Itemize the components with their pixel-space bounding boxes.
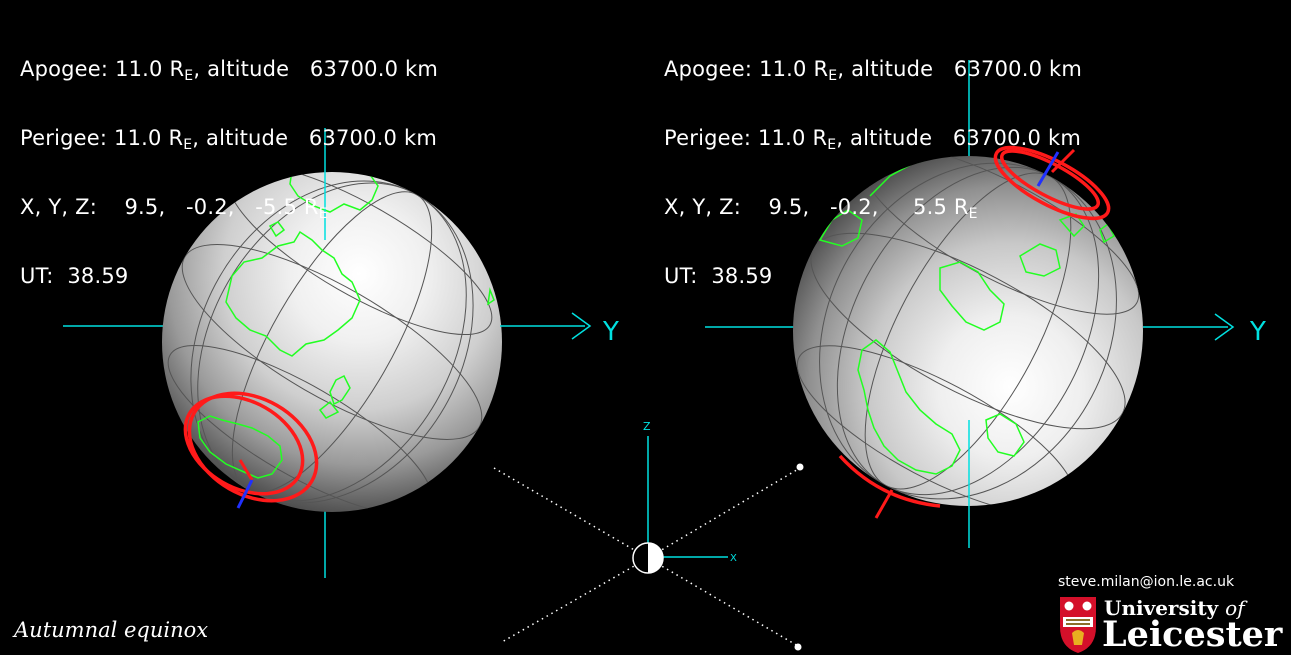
earth-sphere-right	[793, 156, 1143, 506]
day-night-indicator-icon	[632, 542, 664, 574]
field-line-right-blue-top	[1036, 151, 1060, 187]
y-axis-label-right: Y	[1249, 317, 1266, 347]
sat-marker-lower	[794, 643, 802, 651]
z-axis-label-small: Z	[643, 420, 651, 433]
xyz-line-right: X, Y, Z: 9.5, -0.2, 5.5 RE	[664, 195, 978, 222]
coastlines-left	[197, 172, 495, 479]
xyz-line-left: X, Y, Z: 9.5, -0.2, -5.5 RE	[20, 195, 328, 222]
field-line-left-blue	[236, 479, 254, 509]
author-email: steve.milan@ion.le.ac.uk	[1058, 574, 1235, 590]
globe-right: Y	[705, 60, 1266, 548]
x-axis-label-small: X	[730, 553, 737, 564]
logo-university-text: University of	[1104, 596, 1245, 620]
orbit-readout-left: Apogee: 11.0 RE, altitude 63700.0 km Per…	[20, 12, 438, 311]
orbit-readout-right: Apogee: 11.0 RE, altitude 63700.0 km Per…	[664, 12, 1082, 311]
field-line-right-red-bottom	[874, 489, 894, 519]
sat-marker-upper	[796, 463, 804, 471]
university-crest-icon	[1060, 597, 1096, 653]
perigee-line-right: Perigee: 11.0 RE, altitude 63700.0 km	[664, 126, 1081, 153]
dotted-line-upper-right	[647, 467, 801, 559]
apogee-line-right: Apogee: 11.0 RE, altitude 63700.0 km	[664, 57, 1083, 84]
y-axis-right-arrowhead	[1214, 313, 1235, 341]
ut-line-left: UT: 38.59	[20, 264, 129, 288]
globe-left: Y	[63, 128, 619, 578]
perigee-line-left: Perigee: 11.0 RE, altitude 63700.0 km	[20, 126, 437, 153]
y-axis-label-left: Y	[602, 317, 619, 347]
dotted-line-lower-left	[501, 557, 649, 643]
orientation-indicator: Z X	[493, 420, 804, 651]
auroral-oval-left	[183, 391, 319, 503]
field-line-left-red	[238, 459, 254, 481]
university-logo: University of Leicester	[1056, 596, 1288, 655]
logo-leicester-text: Leicester	[1102, 614, 1283, 655]
ut-line-right: UT: 38.59	[664, 264, 773, 288]
y-axis-left-arrowhead	[571, 312, 592, 340]
dotted-line-lower-right	[647, 557, 799, 647]
apogee-line-left: Apogee: 11.0 RE, altitude 63700.0 km	[20, 57, 439, 84]
field-line-right-red-top	[1050, 148, 1076, 174]
dotted-line-upper-left	[493, 467, 649, 559]
season-caption: Autumnal equinox	[14, 618, 209, 642]
